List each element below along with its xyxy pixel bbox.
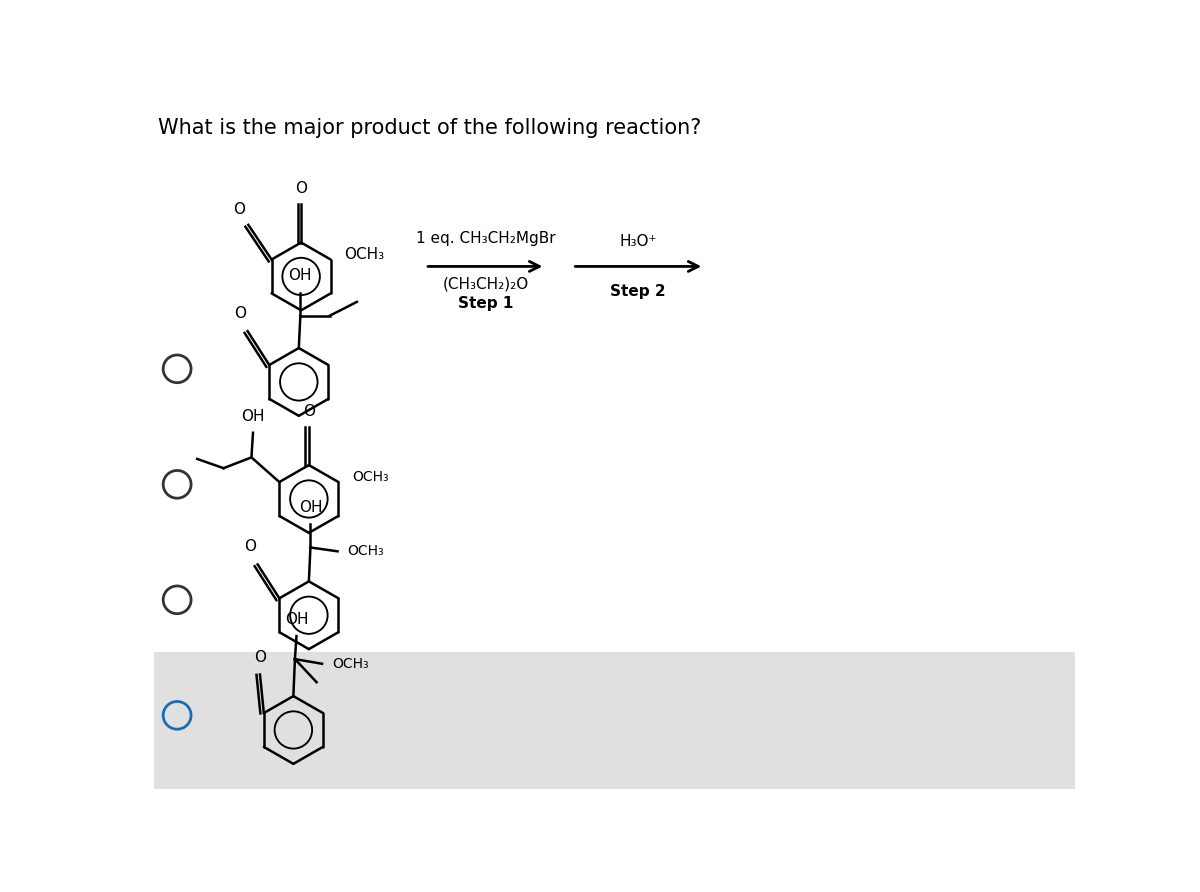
- Text: OH: OH: [284, 612, 308, 627]
- Text: OH: OH: [299, 500, 322, 516]
- Text: O: O: [234, 306, 246, 321]
- Text: OCH₃: OCH₃: [332, 657, 368, 671]
- Text: OCH₃: OCH₃: [353, 470, 389, 484]
- FancyBboxPatch shape: [154, 652, 1074, 789]
- Text: OH: OH: [241, 409, 265, 424]
- Text: H₃O⁺: H₃O⁺: [619, 234, 658, 249]
- Text: O: O: [254, 650, 266, 665]
- Text: O: O: [295, 181, 307, 196]
- Text: What is the major product of the following reaction?: What is the major product of the followi…: [157, 118, 701, 138]
- Text: OCH₃: OCH₃: [348, 544, 384, 558]
- Text: (CH₃CH₂)₂O: (CH₃CH₂)₂O: [443, 277, 529, 292]
- Text: OH: OH: [289, 268, 312, 284]
- Text: 1 eq. CH₃CH₂MgBr: 1 eq. CH₃CH₂MgBr: [415, 231, 556, 245]
- Text: Step 1: Step 1: [458, 295, 514, 310]
- Text: OCH₃: OCH₃: [344, 247, 385, 262]
- Text: O: O: [302, 404, 314, 419]
- Text: O: O: [244, 540, 256, 555]
- Text: Step 2: Step 2: [611, 285, 666, 299]
- Text: O: O: [233, 202, 245, 217]
